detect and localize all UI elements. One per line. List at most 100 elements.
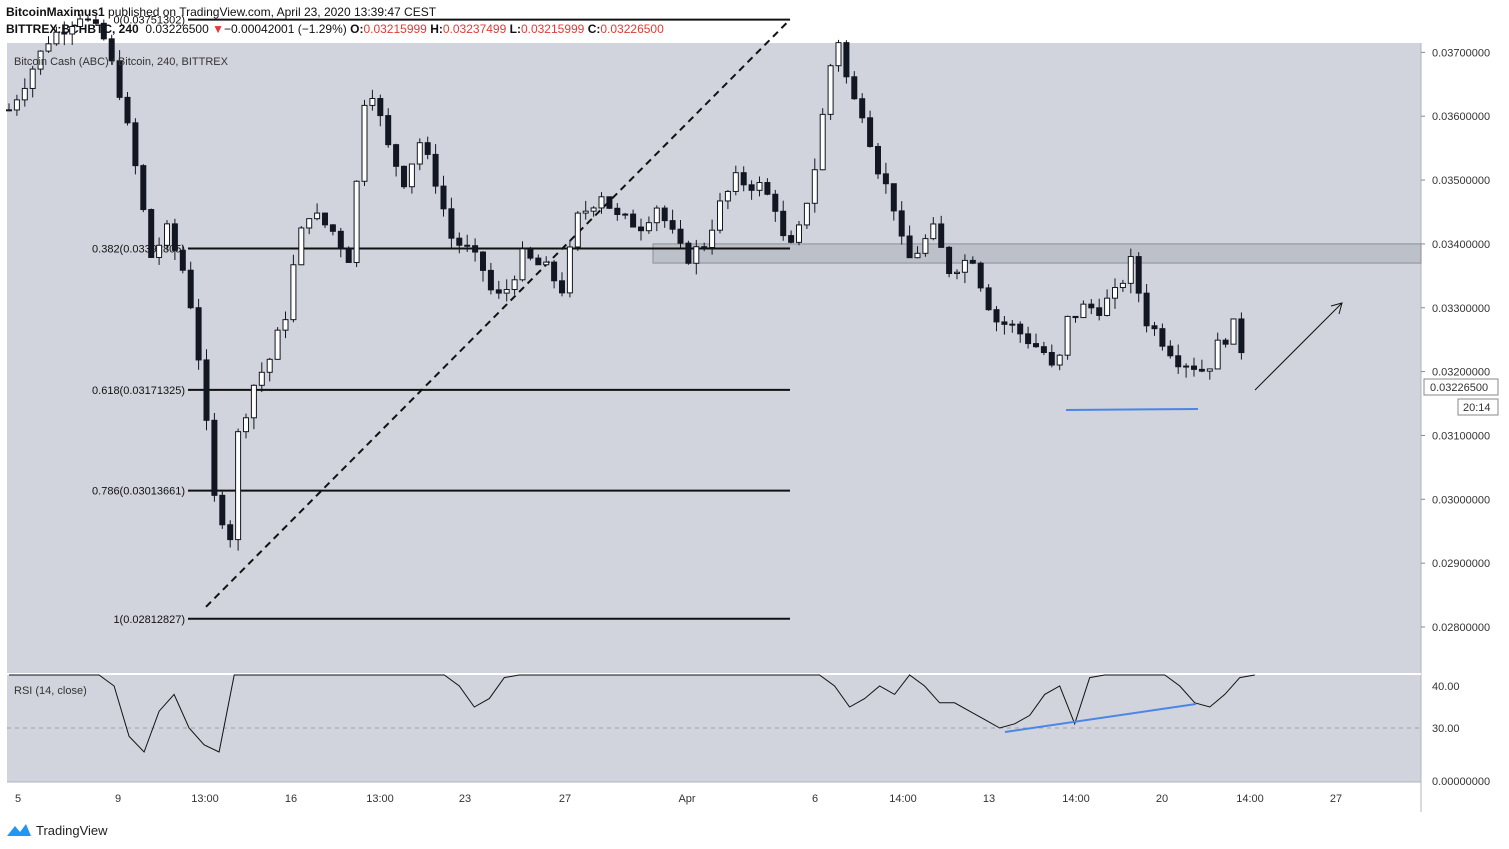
candle bbox=[882, 162, 889, 194]
fib-level-label: 0(0.03751302) bbox=[113, 15, 185, 27]
candle bbox=[946, 245, 953, 278]
candle bbox=[1191, 357, 1197, 377]
candle bbox=[724, 189, 731, 210]
candle bbox=[290, 254, 297, 323]
tradingview-logo[interactable]: TradingView bbox=[6, 822, 108, 838]
candle-body bbox=[677, 228, 684, 244]
time-tick-label: 14:00 bbox=[1236, 793, 1264, 805]
candle-body bbox=[535, 257, 542, 266]
low-value: 0.03215999 bbox=[520, 22, 585, 36]
candle-body bbox=[1222, 339, 1229, 345]
candle bbox=[922, 234, 929, 257]
candle bbox=[487, 262, 494, 295]
candle-body bbox=[140, 165, 147, 211]
candle-body bbox=[227, 524, 234, 541]
fib-level-label: 0.382(0.03392805) bbox=[92, 243, 185, 255]
candle bbox=[69, 21, 76, 45]
candle-body bbox=[622, 213, 629, 216]
candle-body bbox=[732, 172, 739, 192]
candle-body bbox=[669, 220, 676, 230]
candle bbox=[203, 349, 210, 431]
candle bbox=[867, 110, 874, 148]
price-tick-label: 0.03600000 bbox=[1432, 111, 1490, 123]
candle bbox=[1040, 341, 1047, 356]
candle-body bbox=[393, 144, 400, 167]
rsi-line bbox=[9, 674, 1255, 753]
main-plot-area[interactable] bbox=[7, 43, 1421, 673]
candle-body bbox=[772, 193, 779, 212]
price-tick-label: 0.03100000 bbox=[1432, 430, 1490, 442]
candle-body bbox=[788, 235, 795, 243]
candle-body bbox=[290, 264, 297, 321]
candle-body bbox=[1127, 256, 1134, 284]
open-label: O: bbox=[350, 22, 364, 36]
candle bbox=[827, 63, 834, 120]
high-label: H: bbox=[430, 22, 443, 36]
candle-body bbox=[859, 98, 866, 119]
candle bbox=[329, 224, 336, 236]
candle bbox=[250, 384, 257, 430]
candle bbox=[306, 218, 313, 235]
rsi-tick-label: 30.00 bbox=[1432, 723, 1460, 735]
candle-body bbox=[1238, 318, 1245, 354]
candle-body bbox=[882, 173, 889, 185]
candle bbox=[590, 206, 597, 217]
candle bbox=[693, 239, 700, 275]
candle bbox=[566, 240, 573, 298]
candle bbox=[851, 71, 858, 100]
candle bbox=[1175, 344, 1182, 374]
candle bbox=[535, 254, 542, 266]
price-tick-label: 0.03500000 bbox=[1432, 175, 1490, 187]
candle-body bbox=[1198, 368, 1205, 372]
resistance-zone bbox=[652, 243, 1422, 264]
candle-body bbox=[954, 271, 960, 275]
candle-body bbox=[1040, 346, 1047, 354]
candle-body bbox=[645, 222, 652, 232]
price-tick-label: 0.03700000 bbox=[1432, 47, 1490, 59]
candle-body bbox=[53, 31, 60, 45]
candle bbox=[53, 26, 60, 46]
candle bbox=[503, 279, 510, 302]
down-arrow-icon: ▼ bbox=[212, 22, 224, 36]
candle bbox=[890, 183, 897, 221]
candle-body bbox=[1104, 297, 1111, 316]
candle bbox=[1096, 298, 1103, 321]
candle-body bbox=[456, 237, 463, 246]
price-tick-label: 0.02800000 bbox=[1432, 622, 1490, 634]
candle-body bbox=[630, 213, 637, 228]
candle-body bbox=[266, 358, 273, 373]
candle-body bbox=[487, 269, 494, 291]
candle-body bbox=[1135, 256, 1142, 294]
candle bbox=[77, 14, 84, 33]
candle bbox=[211, 412, 218, 502]
price-tick-label: 0.03000000 bbox=[1432, 494, 1490, 506]
candle-body bbox=[559, 280, 565, 294]
candle-body bbox=[914, 252, 921, 259]
close-value: 0.03226500 bbox=[600, 22, 664, 36]
candle-body bbox=[803, 202, 810, 226]
candle-body bbox=[235, 431, 242, 541]
candle-body bbox=[709, 229, 716, 248]
candle-body bbox=[835, 42, 842, 67]
candle bbox=[85, 15, 91, 22]
candle-body bbox=[416, 142, 423, 165]
candle-body bbox=[424, 142, 431, 155]
candle-body bbox=[329, 224, 336, 232]
candle-body bbox=[930, 223, 937, 240]
candle-body bbox=[638, 226, 644, 232]
candle-body bbox=[961, 259, 968, 273]
candle-body bbox=[179, 249, 186, 271]
candle-body bbox=[890, 183, 897, 212]
open-value: 0.03215999 bbox=[363, 22, 427, 36]
candle-body bbox=[243, 417, 249, 433]
candle-body bbox=[322, 212, 328, 226]
candle-body bbox=[282, 319, 289, 331]
candle-body bbox=[369, 98, 376, 106]
candle bbox=[179, 245, 186, 274]
candle bbox=[171, 218, 178, 260]
time-tick-label: 16 bbox=[285, 793, 297, 805]
candle-body bbox=[29, 68, 36, 89]
candle bbox=[369, 89, 376, 111]
candle-body bbox=[977, 262, 984, 289]
